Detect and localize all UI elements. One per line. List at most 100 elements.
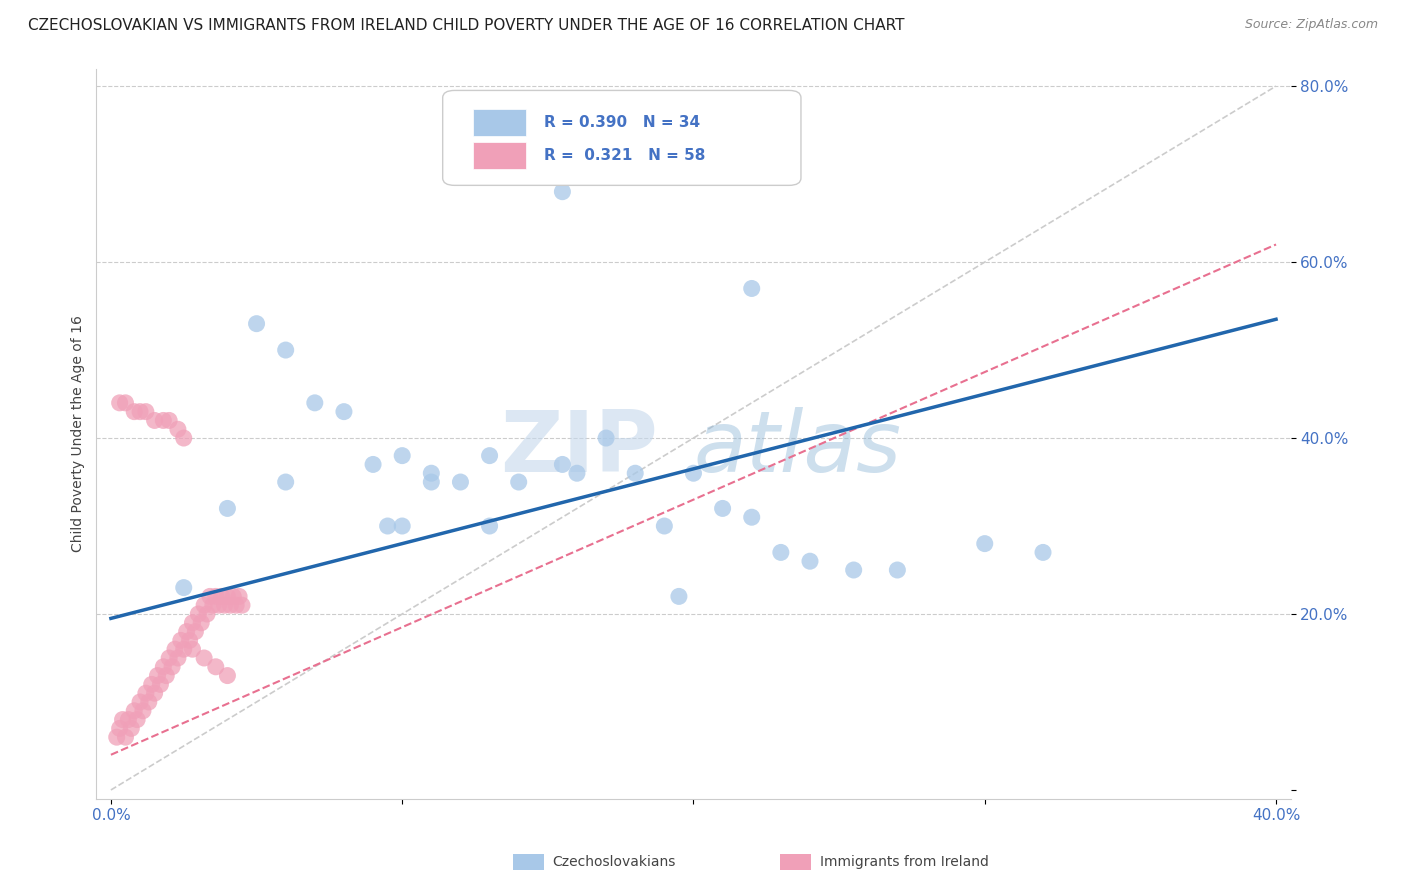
Point xyxy=(420,475,443,489)
Point xyxy=(173,642,195,657)
Point xyxy=(204,660,226,674)
Point xyxy=(551,185,574,199)
Point xyxy=(973,536,995,550)
Point xyxy=(105,730,128,744)
Point xyxy=(143,413,166,427)
Point xyxy=(198,590,221,604)
Point xyxy=(391,519,413,533)
Point xyxy=(668,590,690,604)
Point xyxy=(551,458,574,472)
Bar xyxy=(472,142,526,169)
Point xyxy=(193,651,215,665)
Point xyxy=(163,642,186,657)
Point xyxy=(217,501,239,516)
Point xyxy=(211,590,233,604)
Point xyxy=(190,615,212,630)
Point xyxy=(114,396,136,410)
Point xyxy=(173,581,195,595)
Text: R =  0.321   N = 58: R = 0.321 N = 58 xyxy=(544,148,706,163)
Point xyxy=(111,713,134,727)
Point xyxy=(138,695,160,709)
Point xyxy=(170,633,193,648)
Point xyxy=(181,615,204,630)
Point xyxy=(122,404,145,418)
Point xyxy=(391,449,413,463)
Point xyxy=(132,704,155,718)
Point xyxy=(741,510,763,524)
Point xyxy=(157,413,180,427)
Point xyxy=(624,467,647,481)
Point xyxy=(160,660,183,674)
Point xyxy=(842,563,865,577)
Point xyxy=(146,668,169,682)
Point xyxy=(129,695,152,709)
Point xyxy=(129,404,152,418)
Point xyxy=(201,598,224,612)
Point xyxy=(595,431,617,445)
Point xyxy=(219,598,242,612)
Y-axis label: Child Poverty Under the Age of 16: Child Poverty Under the Age of 16 xyxy=(72,315,86,552)
Point xyxy=(1032,545,1054,559)
Point xyxy=(217,668,239,682)
Point xyxy=(108,722,131,736)
Point xyxy=(193,598,215,612)
Point xyxy=(173,431,195,445)
Point xyxy=(231,598,253,612)
Point xyxy=(449,475,471,489)
Point xyxy=(184,624,207,639)
Point xyxy=(682,467,704,481)
Point xyxy=(333,404,356,418)
Point xyxy=(135,404,157,418)
Point xyxy=(157,651,180,665)
Point xyxy=(195,607,218,621)
Point xyxy=(143,686,166,700)
Point xyxy=(508,475,530,489)
Point xyxy=(122,704,145,718)
Point xyxy=(886,563,908,577)
Point xyxy=(222,590,245,604)
Point xyxy=(152,660,174,674)
Point xyxy=(304,396,326,410)
Point xyxy=(181,642,204,657)
Point xyxy=(478,519,501,533)
Point xyxy=(155,668,177,682)
Point xyxy=(654,519,676,533)
Text: Source: ZipAtlas.com: Source: ZipAtlas.com xyxy=(1244,18,1378,31)
Text: ZIP: ZIP xyxy=(501,407,658,490)
Text: atlas: atlas xyxy=(693,407,901,490)
Point xyxy=(799,554,821,568)
Point xyxy=(741,281,763,295)
Point xyxy=(769,545,792,559)
Point xyxy=(711,501,734,516)
Point xyxy=(135,686,157,700)
Point xyxy=(274,343,297,357)
Point xyxy=(225,598,247,612)
Point xyxy=(176,624,198,639)
Point xyxy=(114,730,136,744)
Point xyxy=(149,677,172,691)
Point xyxy=(127,713,149,727)
Bar xyxy=(472,109,526,136)
Text: R = 0.390   N = 34: R = 0.390 N = 34 xyxy=(544,115,700,130)
Point xyxy=(208,598,231,612)
Text: Czechoslovakians: Czechoslovakians xyxy=(553,855,676,869)
Point xyxy=(274,475,297,489)
Point xyxy=(179,633,201,648)
Text: CZECHOSLOVAKIAN VS IMMIGRANTS FROM IRELAND CHILD POVERTY UNDER THE AGE OF 16 COR: CZECHOSLOVAKIAN VS IMMIGRANTS FROM IRELA… xyxy=(28,18,904,33)
Point xyxy=(377,519,399,533)
Point xyxy=(187,607,209,621)
Point xyxy=(167,422,190,436)
Point xyxy=(565,467,588,481)
Text: Immigrants from Ireland: Immigrants from Ireland xyxy=(820,855,988,869)
Point xyxy=(228,590,250,604)
Point xyxy=(217,590,239,604)
Point xyxy=(120,722,142,736)
Point xyxy=(141,677,163,691)
Point xyxy=(117,713,139,727)
FancyBboxPatch shape xyxy=(443,90,801,186)
Point xyxy=(204,590,226,604)
Point xyxy=(420,467,443,481)
Point xyxy=(167,651,190,665)
Point xyxy=(245,317,267,331)
Point xyxy=(108,396,131,410)
